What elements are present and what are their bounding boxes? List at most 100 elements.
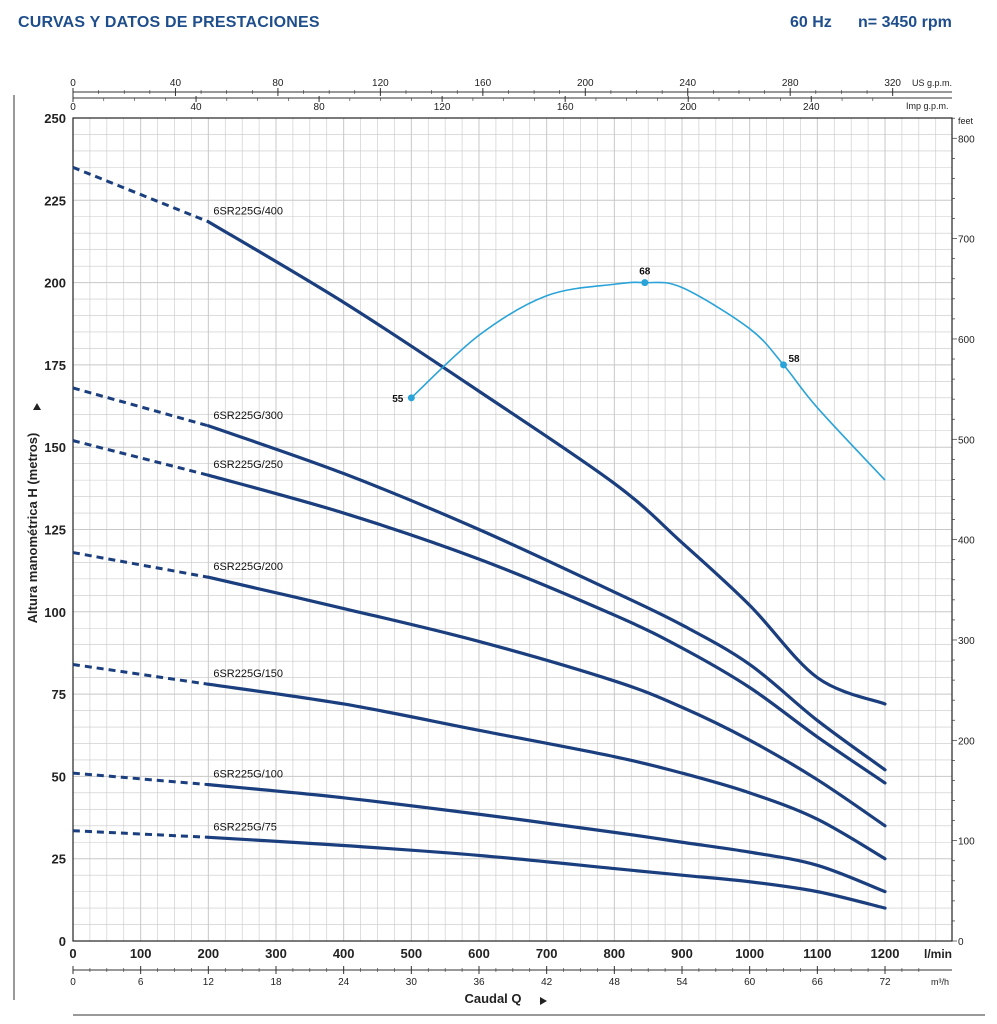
feet-tick-label: 400 bbox=[958, 536, 975, 547]
series-group: 6SR225G/400 6SR225G/300 6SR225G/250 6SR225G… bbox=[72, 165, 887, 910]
us-gpm-tick-label: 40 bbox=[170, 78, 182, 89]
feet-tick-label: 600 bbox=[958, 335, 975, 346]
axes: 0 25 50 75 100 125 150 175 200 225 250 Altura manom… bbox=[13, 78, 985, 1016]
m3h-tick-label: 66 bbox=[812, 977, 824, 988]
series-6SR225G/100: 6SR225G/100 bbox=[72, 769, 887, 894]
series-dashed-segment bbox=[72, 165, 209, 224]
frequency-label: 60 Hz bbox=[790, 14, 832, 31]
efficiency-line bbox=[410, 281, 886, 481]
feet-tick-label: 500 bbox=[958, 435, 975, 446]
us-gpm-tick-label: 280 bbox=[782, 78, 799, 89]
series-6SR225G/300: 6SR225G/300 bbox=[72, 386, 887, 772]
us-gpm-tick-label: 80 bbox=[272, 78, 284, 89]
y-tick-label: 200 bbox=[44, 276, 66, 291]
us-gpm-tick-label: 320 bbox=[884, 78, 901, 89]
x-axis-arrow-icon bbox=[540, 997, 547, 1005]
m3h-tick-label: 30 bbox=[406, 977, 418, 988]
efficiency-point bbox=[641, 279, 649, 287]
series-label: 6SR225G/150 bbox=[213, 668, 283, 680]
y-tick-label: 25 bbox=[52, 852, 66, 867]
feet-tick-label: 800 bbox=[958, 134, 975, 145]
us-gpm-tick-label: 160 bbox=[474, 78, 491, 89]
x-tick-label: 800 bbox=[603, 946, 625, 961]
x-tick-label: 600 bbox=[468, 946, 490, 961]
series-6SR225G/150: 6SR225G/150 bbox=[72, 662, 887, 861]
m3h-tick-label: 60 bbox=[744, 977, 756, 988]
series-line bbox=[206, 424, 887, 772]
imp-gpm-unit-label: Imp g.p.m. bbox=[906, 101, 949, 111]
series-label: 6SR225G/75 bbox=[213, 821, 277, 833]
y-tick-label: 225 bbox=[44, 193, 66, 208]
series-label: 6SR225G/250 bbox=[213, 459, 283, 471]
imp-gpm-tick-label: 40 bbox=[190, 102, 202, 113]
series-label: 6SR225G/400 bbox=[213, 206, 283, 218]
y-tick-label: 75 bbox=[52, 687, 66, 702]
m3h-tick-label: 42 bbox=[541, 977, 553, 988]
series-line bbox=[206, 220, 887, 706]
us-gpm-tick-label: 200 bbox=[577, 78, 594, 89]
x-tick-label: 100 bbox=[130, 946, 152, 961]
us-gpm-tick-label: 240 bbox=[679, 78, 696, 89]
m3h-tick-label: 48 bbox=[609, 977, 621, 988]
m3h-tick-label: 6 bbox=[138, 977, 144, 988]
x-tick-label: 1000 bbox=[735, 946, 764, 961]
x-tick-label: 400 bbox=[333, 946, 355, 961]
feet-tick-label: 300 bbox=[958, 636, 975, 647]
y-tick-label: 100 bbox=[44, 605, 66, 620]
series-line bbox=[206, 783, 887, 894]
x-tick-label: 300 bbox=[265, 946, 287, 961]
y-tick-label: 125 bbox=[44, 523, 66, 538]
efficiency-point-label: 68 bbox=[639, 267, 651, 278]
x-tick-label: 1100 bbox=[803, 946, 831, 961]
imp-gpm-tick-label: 160 bbox=[557, 102, 574, 113]
x-tick-label: 700 bbox=[536, 946, 558, 961]
x-axis-title: Caudal Q bbox=[464, 991, 521, 1006]
efficiency-group: 55 68 58 bbox=[392, 267, 886, 481]
series-label: 6SR225G/300 bbox=[213, 410, 283, 422]
efficiency-point-label: 58 bbox=[789, 354, 801, 365]
series-dashed-segment bbox=[72, 829, 209, 839]
efficiency-point bbox=[780, 361, 787, 369]
series-line bbox=[206, 835, 887, 910]
feet-tick-label: 100 bbox=[958, 837, 975, 848]
series-6SR225G/75: 6SR225G/75 bbox=[72, 821, 887, 910]
series-6SR225G/250: 6SR225G/250 bbox=[72, 439, 887, 785]
x-tick-label: 1200 bbox=[871, 946, 900, 961]
m3h-tick-label: 24 bbox=[338, 977, 350, 988]
m3h-tick-label: 36 bbox=[473, 977, 485, 988]
y-tick-label: 0 bbox=[59, 934, 66, 949]
series-line bbox=[206, 682, 887, 861]
us-gpm-tick-label: 0 bbox=[70, 78, 76, 89]
y-axis-arrow-icon bbox=[33, 403, 41, 410]
efficiency-point bbox=[407, 394, 415, 402]
us-gpm-unit-label: US g.p.m. bbox=[912, 78, 952, 88]
m3h-tick-label: 18 bbox=[270, 977, 282, 988]
plot-frame bbox=[72, 117, 953, 942]
page-title: CURVAS Y DATOS DE PRESTACIONES bbox=[18, 14, 320, 31]
feet-tick-label: 0 bbox=[958, 937, 964, 948]
series-6SR225G/200: 6SR225G/200 bbox=[72, 551, 887, 828]
efficiency-point-label: 55 bbox=[392, 394, 404, 405]
imp-gpm-tick-label: 0 bbox=[70, 102, 76, 113]
imp-gpm-tick-label: 200 bbox=[680, 102, 697, 113]
m3h-unit-label: m³/h bbox=[931, 977, 949, 987]
series-line bbox=[206, 575, 887, 828]
imp-gpm-tick-label: 120 bbox=[434, 102, 451, 113]
us-gpm-tick-label: 120 bbox=[372, 78, 389, 89]
x-tick-label: 0 bbox=[69, 946, 76, 961]
x-tick-label: 200 bbox=[197, 946, 219, 961]
m3h-tick-label: 54 bbox=[676, 977, 688, 988]
series-dashed-segment bbox=[72, 771, 209, 787]
y-tick-label: 150 bbox=[44, 440, 66, 455]
y-tick-label: 50 bbox=[52, 769, 66, 784]
m3h-tick-label: 72 bbox=[879, 977, 891, 988]
series-6SR225G/400: 6SR225G/400 bbox=[72, 165, 887, 706]
imp-gpm-tick-label: 80 bbox=[314, 102, 326, 113]
y-tick-label: 250 bbox=[44, 111, 66, 126]
m3h-tick-label: 0 bbox=[70, 977, 76, 988]
series-label: 6SR225G/200 bbox=[213, 561, 283, 573]
series-line bbox=[206, 473, 887, 785]
feet-tick-label: 700 bbox=[958, 235, 975, 246]
x-tick-label: 900 bbox=[671, 946, 693, 961]
